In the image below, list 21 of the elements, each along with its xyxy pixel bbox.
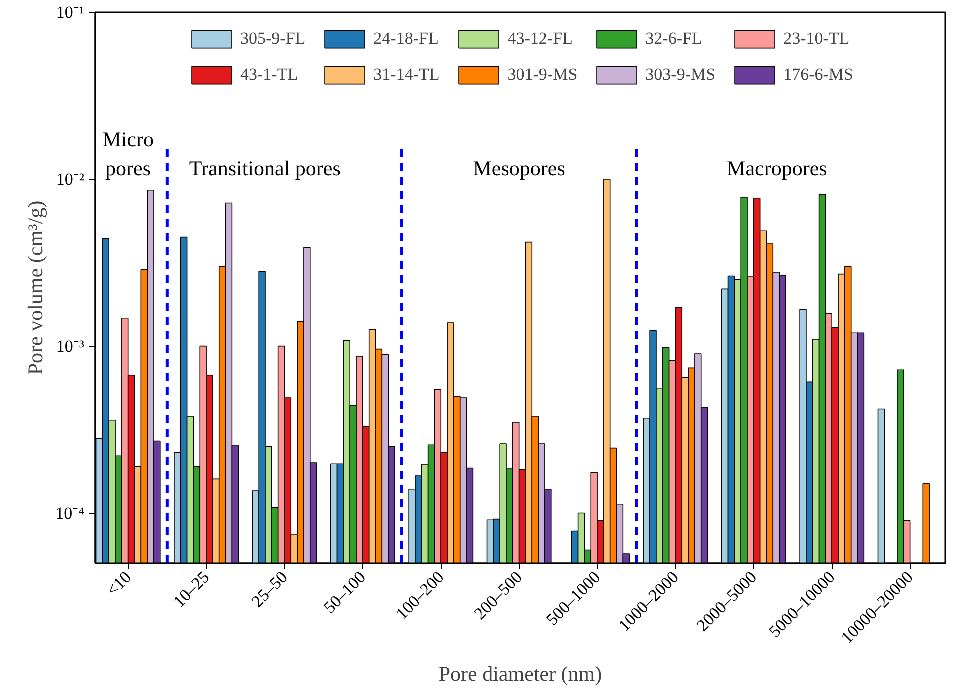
annotation: Micro pores <box>102 128 154 180</box>
legend-label: 43-1-TL <box>240 65 298 85</box>
annotation: Macropores <box>727 156 828 180</box>
y-tick-label: 10⁻⁴ <box>56 504 85 523</box>
y-tick-label: 10⁻³ <box>56 336 85 356</box>
legend-label: 23-10-TL <box>784 29 850 49</box>
y-tick-label: 10⁻² <box>56 170 85 189</box>
x-axis-title: Pore diameter (nm) <box>438 662 602 686</box>
legend-label: 31-14-TL <box>374 65 440 85</box>
annotation: Mesopores <box>473 156 566 180</box>
legend-label: 303-9-MS <box>646 65 716 85</box>
legend-label: 305-9-FL <box>240 29 306 49</box>
y-tick-label: 10⁻¹ <box>56 3 85 22</box>
y-axis-title: Pore volume (cm³/g) <box>24 200 48 376</box>
legend-label: 32-6-FL <box>646 29 702 49</box>
legend-label: 176-6-MS <box>784 65 854 85</box>
legend-label: 301-9-MS <box>508 65 578 85</box>
x-tick-label: <10 <box>102 568 136 600</box>
annotation: Transitional pores <box>189 156 341 180</box>
legend-label: 24-18-FL <box>374 29 439 49</box>
legend-label: 43-12-FL <box>508 29 573 49</box>
